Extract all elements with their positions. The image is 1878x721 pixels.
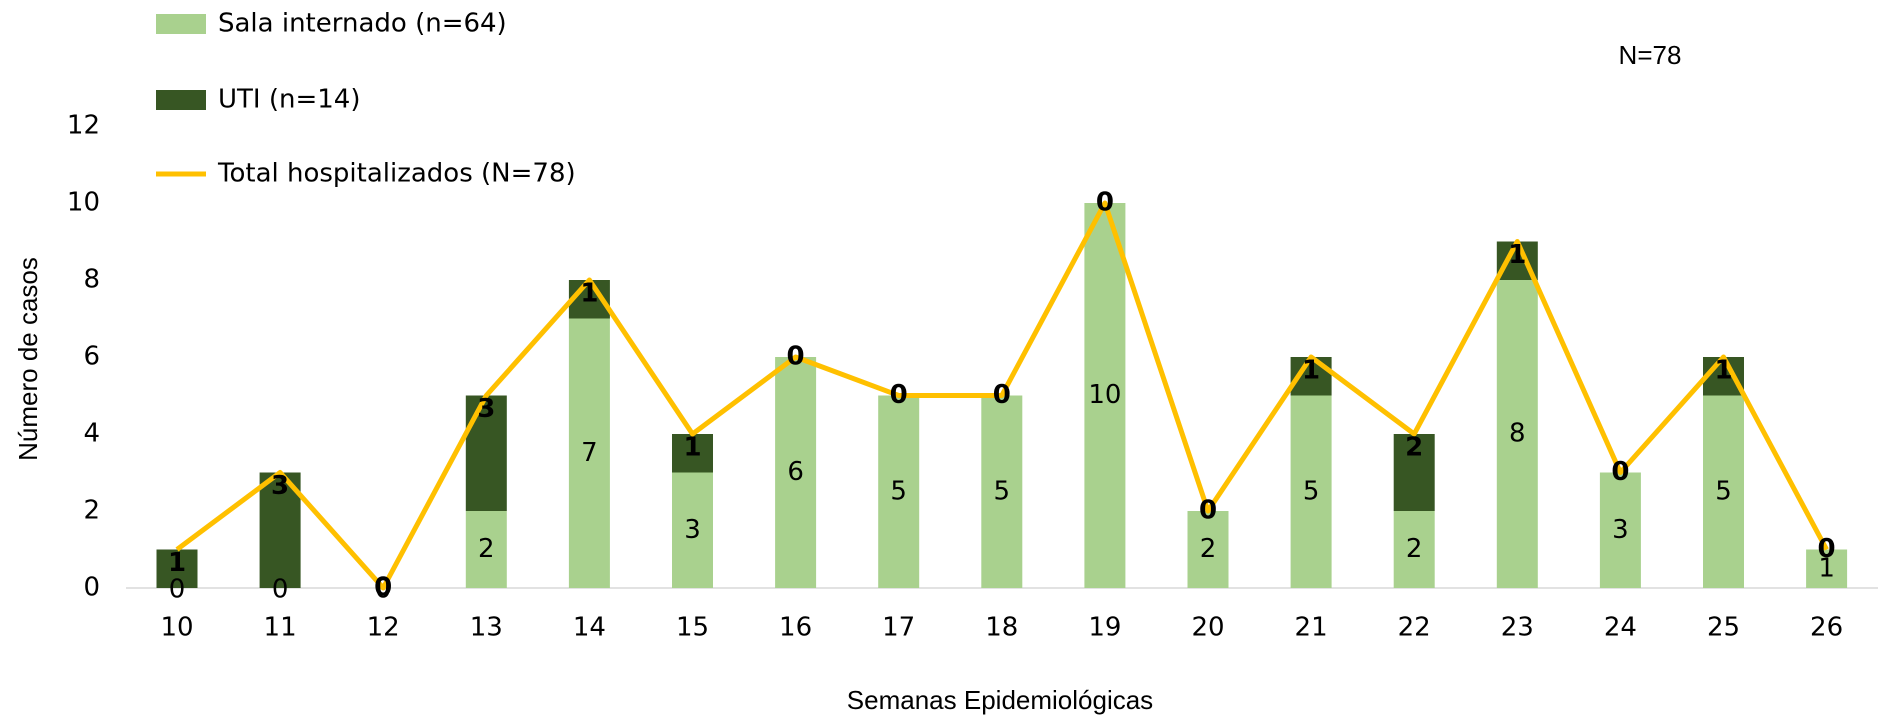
x-tick-label: 12 xyxy=(367,613,400,643)
data-label: 2 xyxy=(1405,433,1423,463)
data-label: 0 xyxy=(1818,534,1836,564)
x-tick-label: 25 xyxy=(1707,613,1740,643)
data-label: 3 xyxy=(1612,515,1629,545)
data-label: 10 xyxy=(1088,380,1121,410)
data-label: 1 xyxy=(168,548,186,578)
bar xyxy=(1393,511,1435,588)
data-label: 1 xyxy=(1508,240,1526,270)
x-tick-label: 18 xyxy=(985,613,1018,643)
x-tick-label: 14 xyxy=(573,613,606,643)
bar xyxy=(1806,549,1848,588)
line xyxy=(175,200,1829,591)
bar xyxy=(1703,395,1744,588)
data-label: 0 xyxy=(1096,188,1114,218)
data-label: 1 xyxy=(1818,553,1835,583)
data-label: 3 xyxy=(271,471,289,501)
bar xyxy=(465,395,507,511)
legend-swatch xyxy=(156,90,206,110)
data-label: 0 xyxy=(272,575,289,605)
data-label: 2 xyxy=(1200,534,1217,564)
legend-swatch xyxy=(156,14,206,34)
data-label: 5 xyxy=(1715,476,1732,506)
x-tick-label: 24 xyxy=(1604,613,1637,643)
x-tick-label: 10 xyxy=(160,613,193,643)
bar xyxy=(259,472,301,588)
legend-label: Sala internado (n=64) xyxy=(218,9,507,39)
y-tick-label: 6 xyxy=(83,342,100,372)
y-tick-label: 8 xyxy=(83,265,100,295)
bar xyxy=(672,472,713,588)
data-label: 0 xyxy=(890,380,908,410)
data-label: 1 xyxy=(580,279,598,309)
legend-label: Total hospitalizados (N=78) xyxy=(217,159,576,189)
data-label: 5 xyxy=(1303,476,1320,506)
bar xyxy=(878,395,920,588)
data-label: 0 xyxy=(1199,496,1217,526)
bar xyxy=(1084,203,1126,588)
bar xyxy=(775,357,817,588)
bar xyxy=(1599,472,1641,588)
data-label: 3 xyxy=(477,394,495,424)
x-tick-label: 15 xyxy=(676,613,709,643)
x-tick-label: 19 xyxy=(1088,613,1121,643)
data-label: 5 xyxy=(994,476,1011,506)
bar xyxy=(672,434,713,473)
bar xyxy=(465,511,507,588)
x-tick-label: 26 xyxy=(1810,613,1843,643)
x-axis-title: Semanas Epidemiológicas xyxy=(847,685,1153,715)
x-tick-label: 23 xyxy=(1501,613,1534,643)
x-tick-label: 22 xyxy=(1398,613,1431,643)
bar xyxy=(1187,511,1229,588)
bar xyxy=(156,549,198,588)
bar xyxy=(981,395,1023,588)
data-label: 0 xyxy=(169,575,186,605)
x-tick-label: 20 xyxy=(1191,613,1224,643)
data-label: 0 xyxy=(993,380,1011,410)
data-label: 0 xyxy=(374,573,392,603)
note: N=78 xyxy=(1619,40,1682,70)
data-label: 8 xyxy=(1509,419,1526,449)
data-label: 1 xyxy=(683,433,701,463)
y-tick-label: 10 xyxy=(67,188,100,218)
bar xyxy=(1496,280,1538,588)
data-label: 0 xyxy=(1611,457,1629,487)
bar xyxy=(1703,357,1744,396)
data-label: 0 xyxy=(787,342,805,372)
data-label: 6 xyxy=(787,457,804,487)
y-axis-title: Número de casos xyxy=(13,257,43,461)
x-tick-label: 13 xyxy=(470,613,503,643)
y-tick-label: 2 xyxy=(83,496,100,526)
bar xyxy=(568,318,610,588)
data-label: 2 xyxy=(1406,534,1423,564)
x-tick-label: 11 xyxy=(264,613,297,643)
y-tick-label: 0 xyxy=(83,573,100,603)
bar xyxy=(1393,434,1435,511)
legend-label: UTI (n=14) xyxy=(218,85,360,115)
data-label: 0 xyxy=(375,575,392,605)
data-label: 2 xyxy=(478,534,495,564)
y-tick-label: 4 xyxy=(83,419,100,449)
data-label: 7 xyxy=(581,438,598,468)
y-tick-label: 12 xyxy=(67,111,100,141)
x-tick-label: 16 xyxy=(779,613,812,643)
bar xyxy=(1290,395,1332,588)
x-tick-label: 21 xyxy=(1295,613,1328,643)
data-label: 3 xyxy=(684,515,701,545)
data-label: 5 xyxy=(890,476,907,506)
data-label: 1 xyxy=(1302,356,1320,386)
data-label: 1 xyxy=(1714,356,1732,386)
x-tick-label: 17 xyxy=(882,613,915,643)
